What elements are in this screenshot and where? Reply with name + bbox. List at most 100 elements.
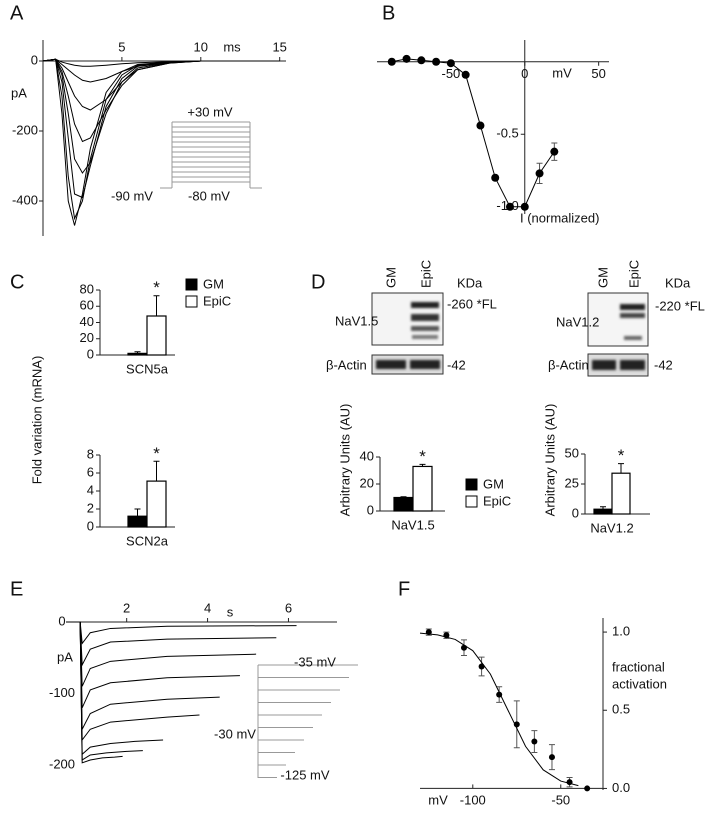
legend-swatch xyxy=(465,495,478,508)
x-tick-label: SCN2a xyxy=(126,533,169,548)
trace xyxy=(66,621,277,667)
protocol-label: -30 mV xyxy=(214,726,256,741)
legend-label: EpiC xyxy=(483,493,511,508)
data-point xyxy=(548,754,555,761)
blot-bands xyxy=(411,302,439,339)
data-point xyxy=(584,785,591,792)
protein-label: NaV1.2 xyxy=(556,314,599,329)
x-tick-label: 6 xyxy=(285,600,292,615)
blot-bands xyxy=(620,304,645,340)
trace xyxy=(419,632,579,787)
trace xyxy=(42,58,280,67)
protocol-label: -125 mV xyxy=(280,767,329,782)
size-label: -220 *FL xyxy=(655,298,705,313)
y-tick-label: 40 xyxy=(360,448,374,463)
panel-label: B xyxy=(382,2,395,24)
blot-bands xyxy=(376,360,440,369)
bar xyxy=(127,515,148,528)
legend-label: GM xyxy=(483,476,504,491)
y-tick-label: 6 xyxy=(87,464,94,479)
y-tick-label: 40 xyxy=(80,314,94,329)
lane-label: EpiC xyxy=(418,260,433,288)
y-tick-label: 0 xyxy=(31,52,38,67)
panel-label: C xyxy=(10,271,24,293)
blot-frame xyxy=(587,353,649,377)
data-point xyxy=(402,54,411,63)
data-point xyxy=(461,70,470,79)
control-label: β-Actin xyxy=(548,357,589,372)
blot-right: GM EpiC KDa NaV1.2 -220 *FL β-Actin -42 xyxy=(548,260,705,377)
bar xyxy=(146,315,167,356)
trace xyxy=(66,621,123,764)
x-tick-label: -50 xyxy=(441,66,460,81)
unit-label: KDa xyxy=(665,275,691,290)
x-tick-label: -50 xyxy=(551,792,570,807)
data-point xyxy=(387,57,396,66)
y-tick-label: 0.0 xyxy=(612,780,630,795)
y-axis-label: I (normalized) xyxy=(520,210,599,225)
y-axis-label: activation xyxy=(612,676,667,691)
x-tick-label: 15 xyxy=(272,39,286,54)
significance-mark: * xyxy=(153,444,160,463)
x-tick-label: 2 xyxy=(123,600,130,615)
size-label: -42 xyxy=(447,357,466,372)
bar xyxy=(611,472,631,515)
data-point xyxy=(505,202,514,211)
data-point xyxy=(520,202,529,211)
bar xyxy=(412,465,433,512)
error-bar xyxy=(134,508,141,517)
blot-bands xyxy=(592,360,645,370)
y-tick-label: 0.5 xyxy=(612,702,630,717)
lane-label: EpiC xyxy=(626,260,641,288)
panel-label: E xyxy=(10,578,23,600)
x-axis-label: s xyxy=(227,604,234,619)
y-tick-label: -100 xyxy=(49,685,75,700)
y-tick-label: 1.0 xyxy=(612,624,630,639)
data-point xyxy=(417,56,426,65)
y-tick-label: 8 xyxy=(87,446,94,461)
legend-label: GM xyxy=(203,276,224,291)
trace xyxy=(66,621,240,708)
protocol-label: -35 mV xyxy=(294,654,336,669)
data-point xyxy=(476,121,485,130)
y-axis-label: pA xyxy=(11,85,27,100)
trace xyxy=(42,58,280,83)
panel-label: D xyxy=(311,271,325,293)
lane-label: GM xyxy=(595,267,610,288)
y-tick-label: 0 xyxy=(367,502,374,517)
y-tick-label: 60 xyxy=(80,298,94,313)
y-tick-label: -200 xyxy=(12,122,38,137)
trace xyxy=(42,58,280,221)
x-axis-label: ms xyxy=(223,39,241,54)
legend-label: EpiC xyxy=(203,293,231,308)
y-tick-label: 0 xyxy=(572,505,579,520)
panel-label: A xyxy=(10,2,24,24)
y-axis-label: Arbitrary Units (AU) xyxy=(337,404,352,517)
y-tick-label: 0 xyxy=(87,518,94,533)
error-bar xyxy=(153,295,160,316)
significance-mark: * xyxy=(419,447,426,466)
data-point xyxy=(535,169,544,178)
y-tick-label: 20 xyxy=(360,475,374,490)
trace xyxy=(66,621,220,730)
x-tick-label: 0 xyxy=(521,66,528,81)
protocol-label: -90 mV xyxy=(111,188,153,203)
trace xyxy=(391,58,555,208)
legend-swatch xyxy=(185,278,198,291)
data-point xyxy=(491,173,500,182)
trace xyxy=(66,621,297,645)
y-axis-label: Fold variation (mRNA) xyxy=(29,356,44,485)
x-axis-label: mV xyxy=(552,65,572,80)
data-point xyxy=(478,663,485,670)
trace xyxy=(42,58,280,174)
x-tick-label: 10 xyxy=(194,39,208,54)
y-tick-label: 50 xyxy=(565,445,579,460)
x-tick-label: NaV1.2 xyxy=(590,520,633,535)
trace xyxy=(66,621,143,761)
y-axis-label: fractional xyxy=(612,659,665,674)
data-point xyxy=(531,738,538,745)
x-tick-label: -100 xyxy=(460,792,486,807)
x-tick-label: NaV1.5 xyxy=(391,517,434,532)
size-label: -42 xyxy=(654,357,673,372)
